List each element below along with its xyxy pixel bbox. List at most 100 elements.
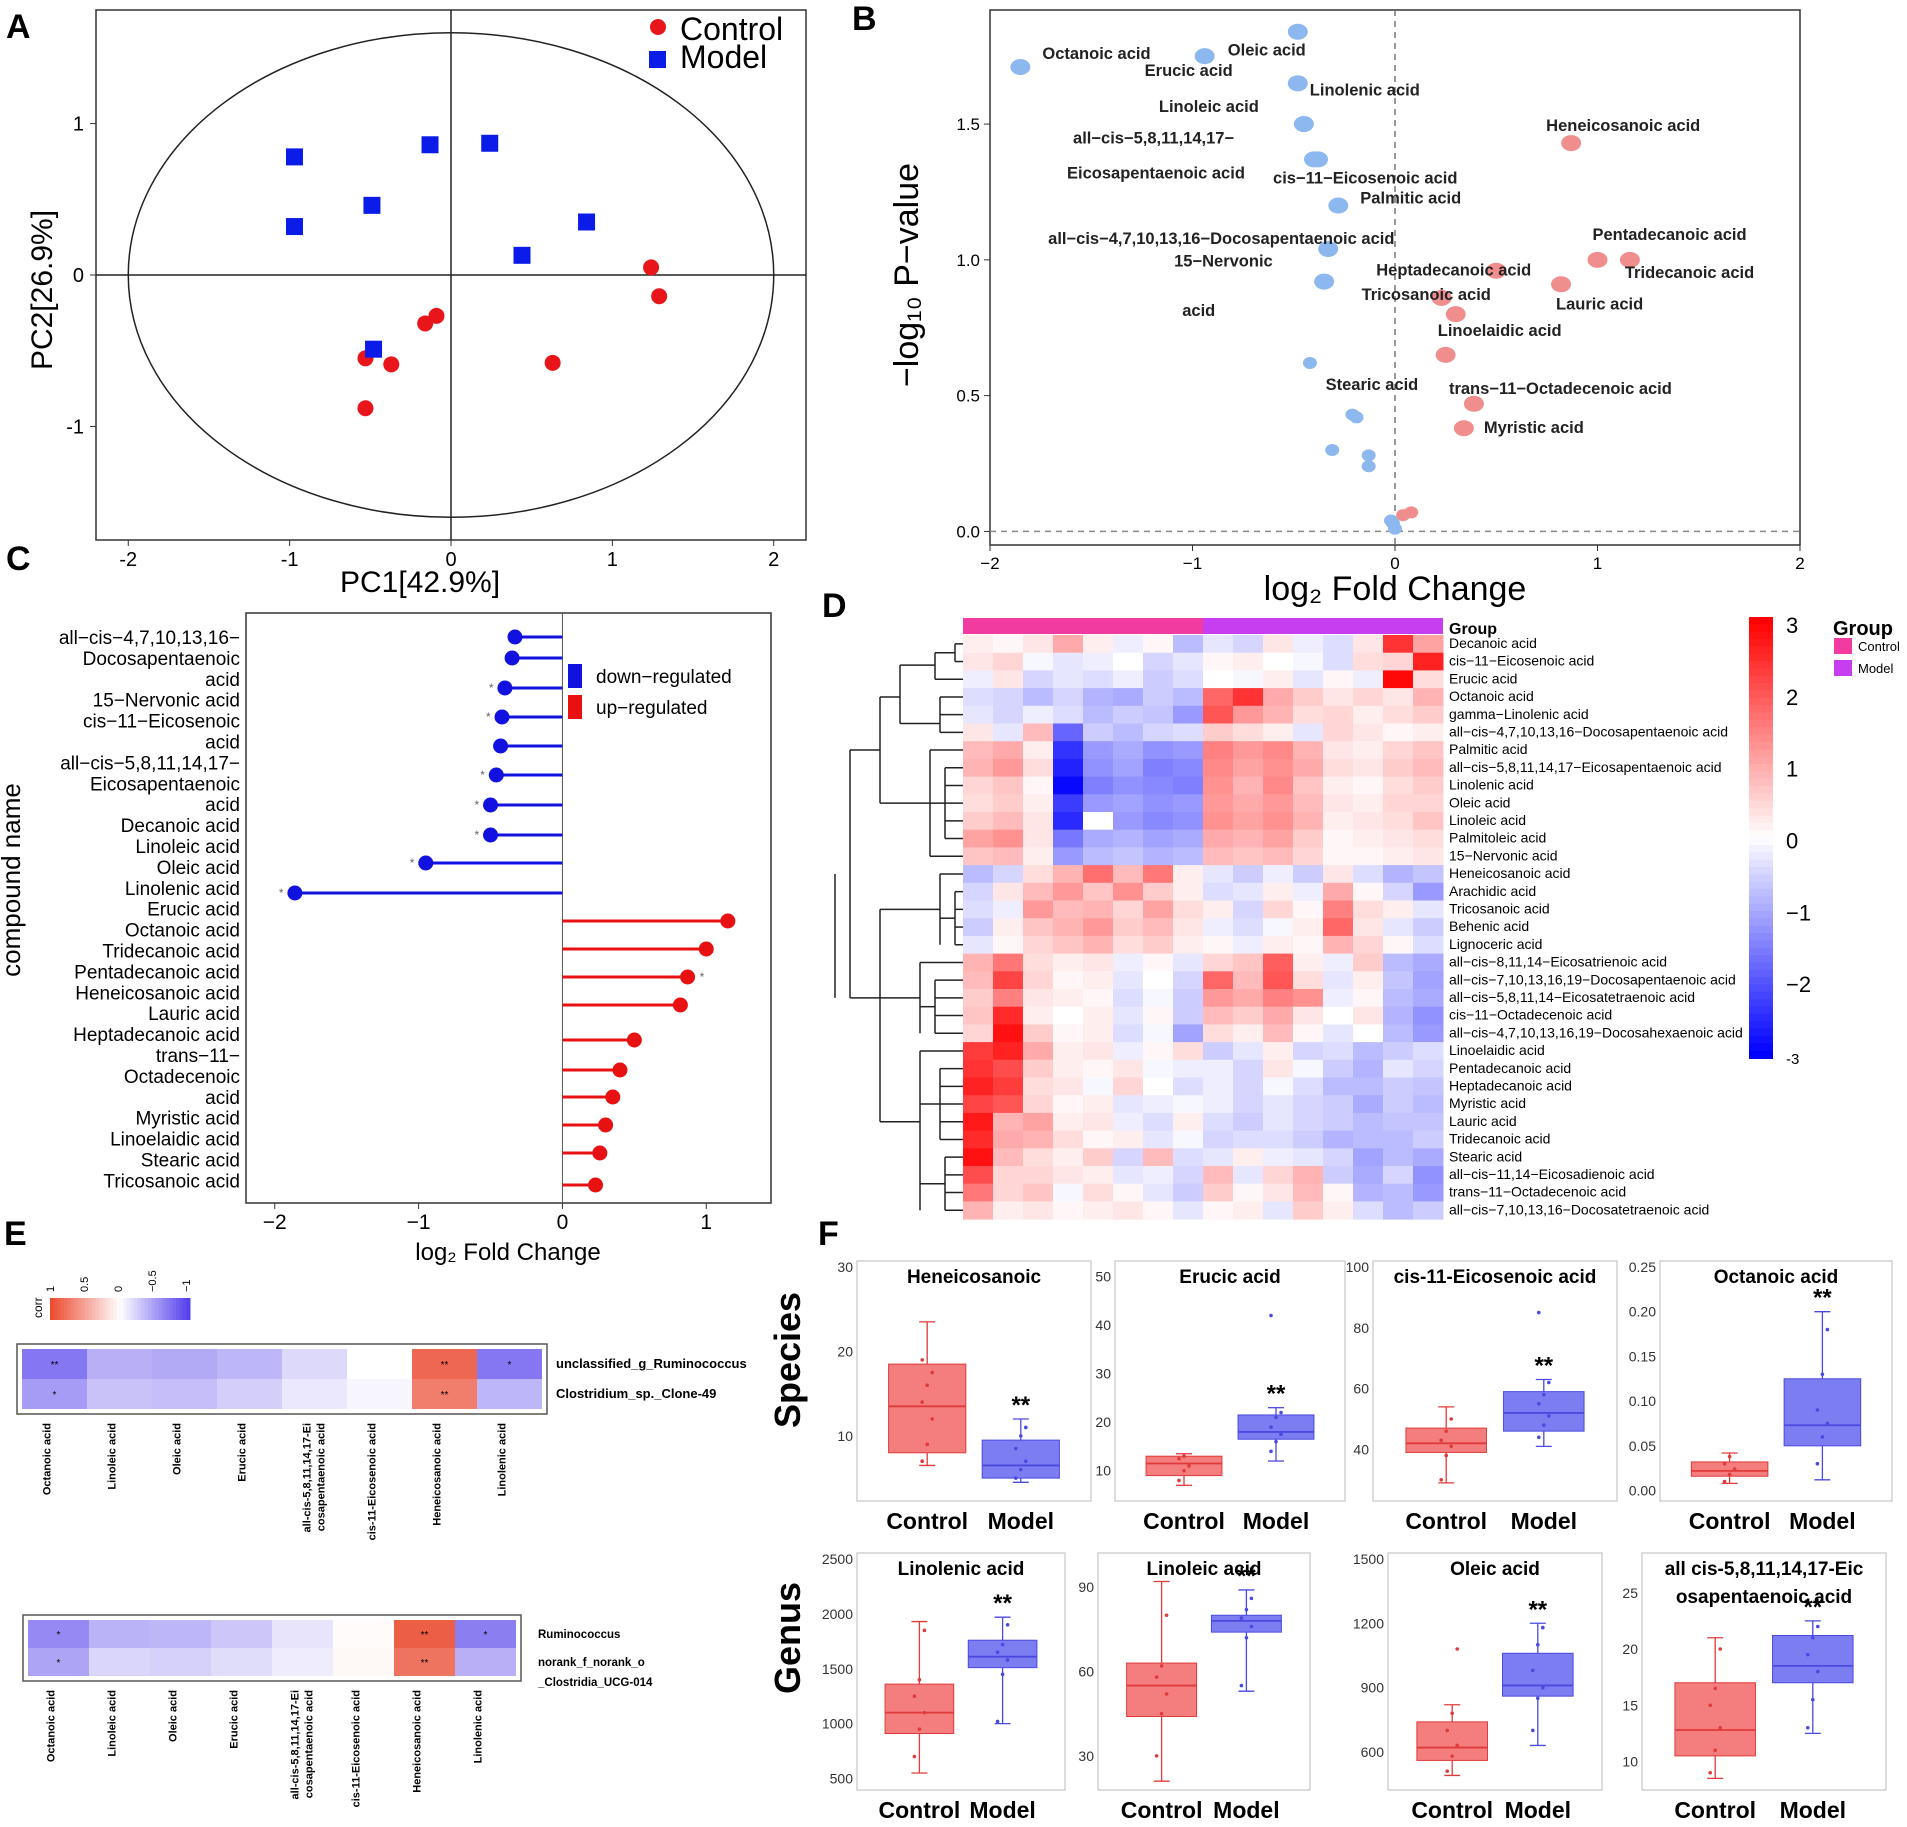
volcano-point bbox=[1445, 306, 1466, 323]
significance-mark: ** bbox=[1528, 1596, 1547, 1623]
boxplot-y-tick-label: 10 bbox=[1622, 1754, 1638, 1770]
corr-col-label: cosapentaenoic acid bbox=[304, 1690, 316, 1798]
compound-label: Octanoic acid bbox=[125, 921, 240, 942]
lollipop-head bbox=[494, 709, 510, 725]
colorbar-segment bbox=[1749, 837, 1773, 846]
corr-colorbar-label: corr bbox=[31, 1297, 45, 1318]
corr-colorbar-segment bbox=[186, 1298, 191, 1320]
corr-col-label: Linoleic acid bbox=[107, 1690, 119, 1757]
boxplot-y-tick-label: 90 bbox=[1078, 1579, 1094, 1595]
control-data-point bbox=[1154, 1754, 1159, 1758]
heatmap-cell bbox=[1053, 829, 1084, 848]
heatmap-cell bbox=[1293, 1077, 1324, 1096]
heatmap-cell bbox=[993, 688, 1024, 707]
corr-col-label: Erucic acid bbox=[229, 1690, 241, 1749]
heatmap-cell bbox=[1233, 812, 1264, 831]
heatmap-cell bbox=[1233, 847, 1264, 866]
heatmap-cell bbox=[1293, 971, 1324, 990]
heatmap-cell bbox=[1293, 635, 1324, 654]
volcano-point-label: Tricosanoic acid bbox=[1362, 286, 1491, 304]
model-data-point bbox=[1249, 1624, 1254, 1629]
colorbar-segment bbox=[1749, 947, 1773, 957]
heatmap-cell bbox=[1053, 670, 1084, 689]
x-tick-label: -2 bbox=[119, 549, 137, 571]
legend-down-label: down−regulated bbox=[596, 667, 732, 688]
control-data-point bbox=[1713, 1686, 1717, 1691]
heatmap-row-label: Heneicosanoic acid bbox=[1449, 865, 1570, 881]
heatmap-cell bbox=[1203, 670, 1234, 689]
heatmap-cell bbox=[1263, 1148, 1294, 1167]
legend-control-marker bbox=[650, 19, 666, 35]
heatmap-cell bbox=[1383, 741, 1414, 760]
heatmap-cell bbox=[1173, 1183, 1204, 1202]
volcano-x-axis-label: log₂ Fold Change bbox=[1264, 570, 1527, 608]
colorbar-segment bbox=[1749, 888, 1773, 898]
corr-star: ** bbox=[421, 1658, 429, 1669]
volcano-point bbox=[1486, 262, 1507, 279]
x-category-label: Control bbox=[1143, 1508, 1225, 1534]
corr-row-label: Ruminococcus bbox=[538, 1629, 620, 1641]
model-data-point bbox=[1811, 1697, 1815, 1702]
corr-colorbar-tick: 1 bbox=[45, 1286, 57, 1292]
heatmap-cell bbox=[1143, 635, 1174, 654]
boxplot-y-tick-label: 20 bbox=[837, 1343, 853, 1359]
heatmap-cell bbox=[1203, 652, 1234, 671]
heatmap-cell bbox=[1203, 971, 1234, 990]
volcano-point bbox=[1293, 116, 1314, 133]
lollipop-head bbox=[497, 680, 513, 696]
model-point bbox=[513, 246, 531, 264]
model-data-point bbox=[1019, 1467, 1023, 1472]
heatmap-cell bbox=[1233, 1059, 1264, 1078]
heatmap-cell bbox=[1353, 705, 1384, 724]
heatmap-cell bbox=[963, 1024, 994, 1043]
heatmap-cell bbox=[1293, 882, 1324, 901]
y-tick-label: 1.0 bbox=[956, 251, 980, 270]
corr-colorbar-segment bbox=[123, 1298, 128, 1320]
model-data-point bbox=[1000, 1672, 1005, 1677]
heatmap-row-label: Myristic acid bbox=[1449, 1095, 1526, 1111]
heatmap-cell bbox=[993, 1166, 1024, 1185]
heatmap-cell bbox=[963, 1077, 994, 1096]
heatmap-cell bbox=[1023, 776, 1054, 795]
control-data-point bbox=[1177, 1456, 1181, 1461]
heatmap-cell bbox=[1323, 953, 1354, 972]
heatmap-cell bbox=[993, 1183, 1024, 1202]
corr-col-label: Oleic acid bbox=[168, 1690, 180, 1742]
pca-legend: Control Model bbox=[649, 11, 783, 75]
control-data-point bbox=[1445, 1769, 1449, 1773]
heatmap-cell bbox=[1113, 829, 1144, 848]
heatmap-cell bbox=[1323, 1112, 1354, 1132]
control-box bbox=[1674, 1682, 1756, 1757]
panel-label-a: A bbox=[6, 8, 31, 46]
boxplot-y-tick-label: 40 bbox=[1353, 1441, 1369, 1457]
heatmap-cell bbox=[1203, 1042, 1234, 1061]
heatmap-cell bbox=[1353, 652, 1384, 671]
heatmap-cell bbox=[1023, 989, 1054, 1008]
heatmap-cell bbox=[1113, 635, 1144, 654]
control-data-point bbox=[1439, 1438, 1443, 1443]
colorbar-segment bbox=[1749, 631, 1773, 641]
boxplot-y-tick-label: 20 bbox=[1095, 1414, 1111, 1430]
heatmap-cell bbox=[993, 794, 1024, 813]
x-category-label: Model bbox=[1505, 1797, 1571, 1823]
heatmap-cell bbox=[993, 1095, 1024, 1114]
significance-star: * bbox=[279, 886, 284, 900]
heatmap-cell bbox=[1023, 1077, 1054, 1096]
heatmap-cell bbox=[1173, 812, 1204, 831]
control-data-point bbox=[1177, 1478, 1181, 1483]
corr-cell bbox=[272, 1648, 333, 1676]
heatmap-cell bbox=[1233, 918, 1264, 937]
corr-star: ** bbox=[51, 1360, 59, 1371]
x-category-label: Model bbox=[1511, 1508, 1577, 1534]
colorbar-tick-label: 2 bbox=[1786, 685, 1798, 710]
legend-up-swatch bbox=[568, 695, 582, 719]
heatmap-cell bbox=[993, 847, 1024, 866]
compound-label: Oleic acid bbox=[157, 858, 240, 879]
heatmap-cell bbox=[1323, 758, 1354, 778]
heatmap-cell bbox=[1203, 1006, 1234, 1025]
heatmap-cell bbox=[1083, 670, 1114, 689]
heatmap-cell bbox=[1263, 971, 1294, 990]
heatmap-cell bbox=[1173, 918, 1204, 937]
heatmap-cell bbox=[1323, 989, 1354, 1008]
heatmap-cell bbox=[963, 812, 994, 831]
